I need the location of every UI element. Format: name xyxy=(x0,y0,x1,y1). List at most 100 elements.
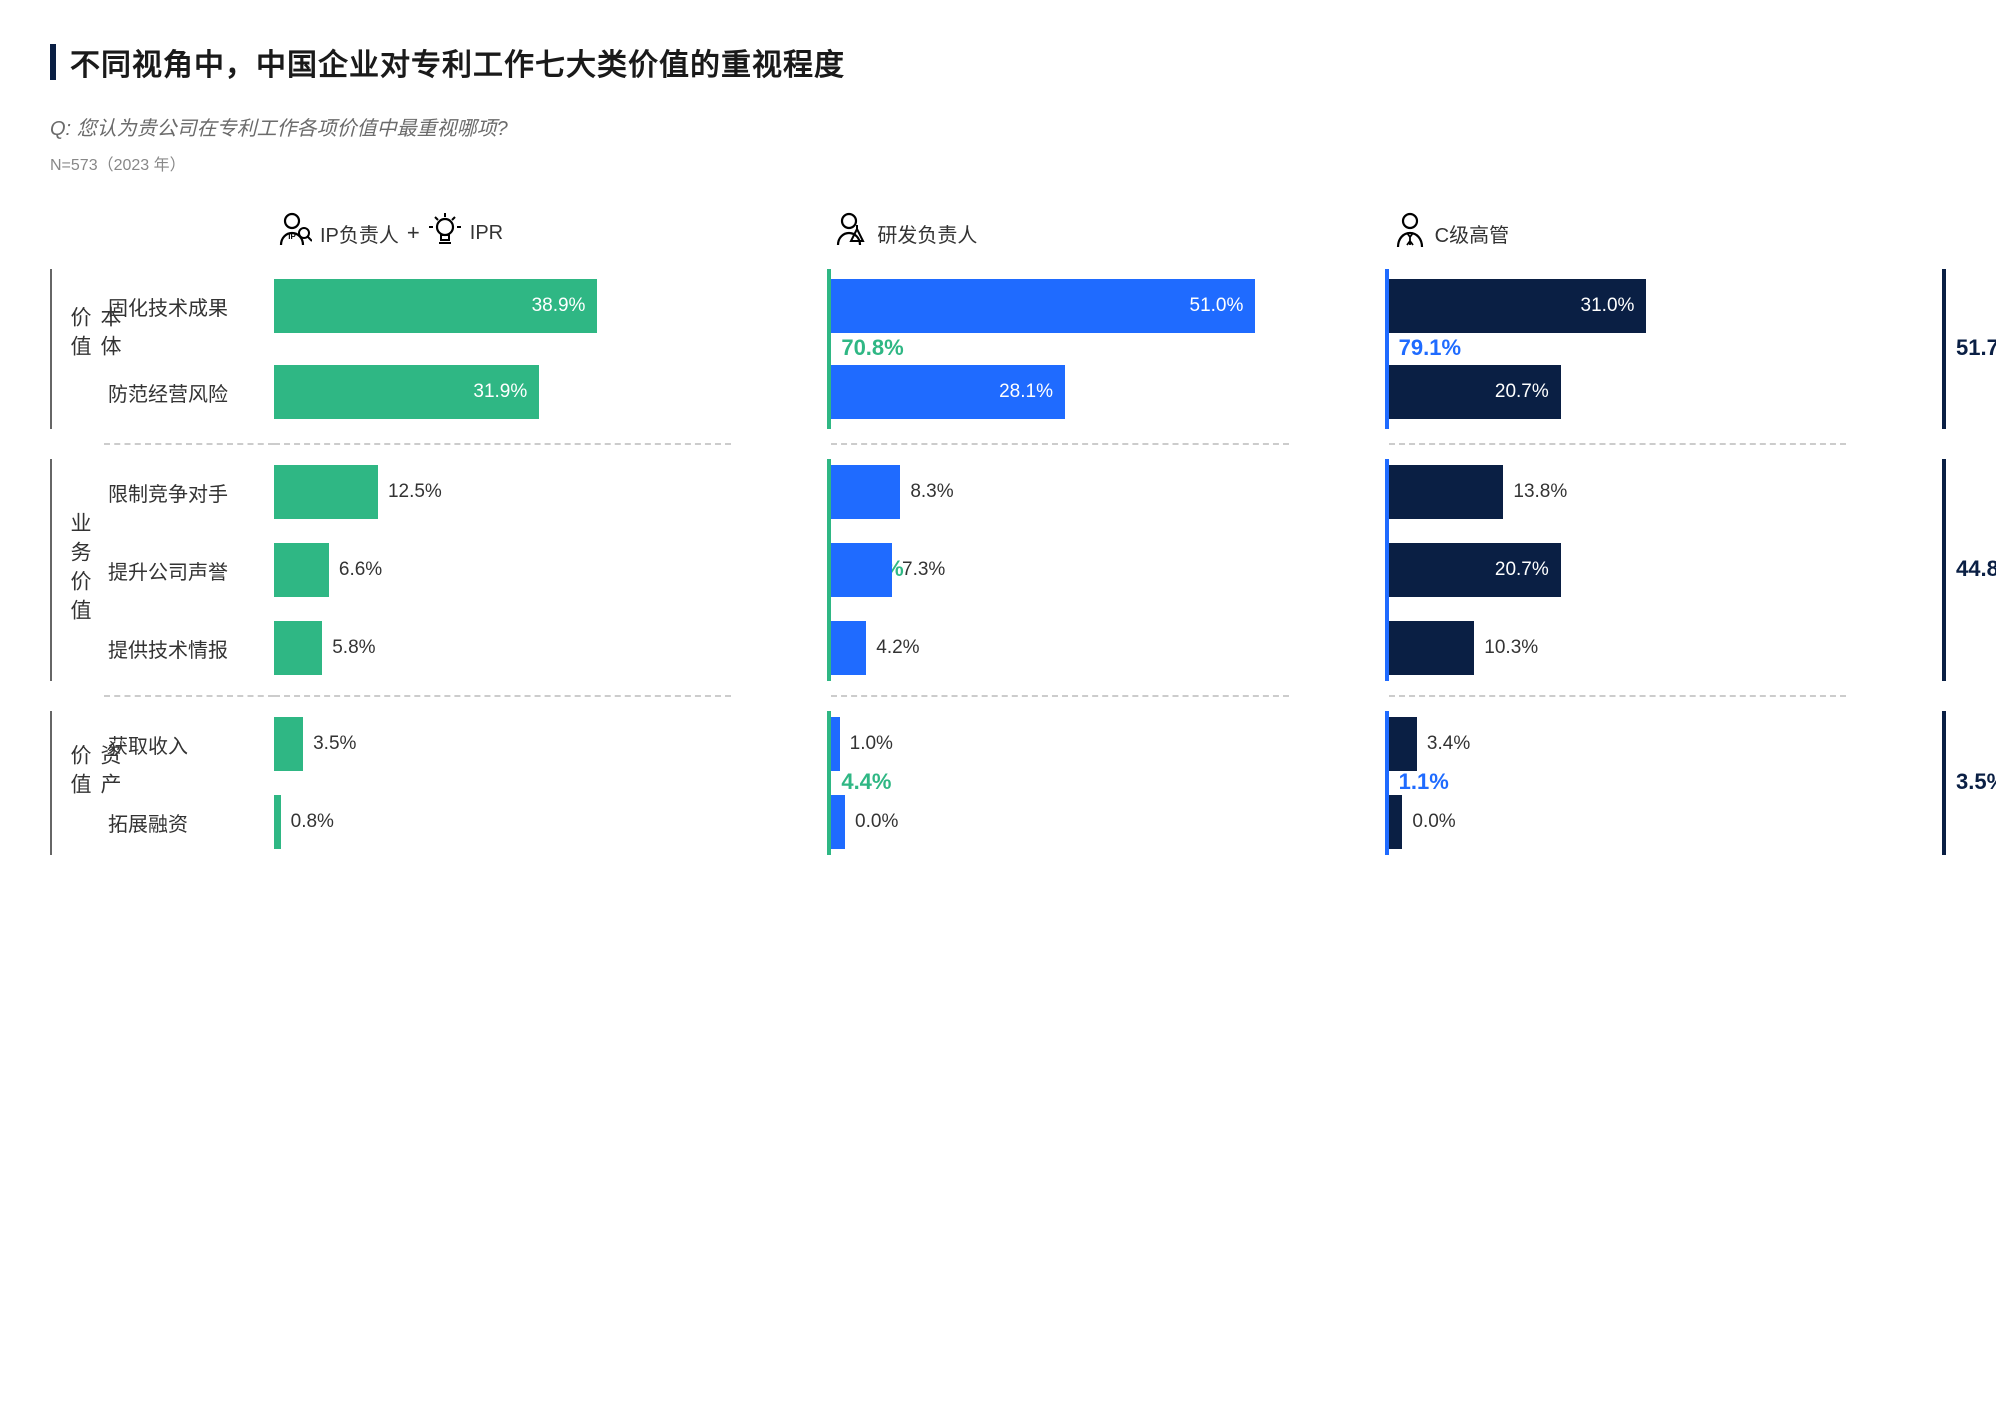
row-label-cell: 拓展融资 xyxy=(104,783,274,861)
group-border xyxy=(50,711,52,855)
bar-value: 6.6% xyxy=(339,559,382,581)
col-group-border xyxy=(1942,459,1946,681)
data-col: C级高管51.7%31.0%20.7%44.8%13.8%20.7%10.3%3… xyxy=(1389,203,1946,861)
bar-value: 12.5% xyxy=(388,481,442,503)
bar-wrap: 7.3% xyxy=(831,531,1288,609)
row-label-cell: 获取收入 xyxy=(104,705,274,783)
bar xyxy=(274,465,378,519)
bar-value: 0.0% xyxy=(1412,811,1455,833)
bar-wrap: 28.1% xyxy=(831,349,1288,435)
bar: 31.0% xyxy=(1389,279,1647,333)
row-label: 获取收入 xyxy=(104,730,188,759)
data-columns: IPIP负责人+IPR70.8%38.9%31.9%24.9%12.5%6.6%… xyxy=(274,203,1946,861)
bar-value: 5.8% xyxy=(332,637,375,659)
row-label-cell: 提升公司声誉 xyxy=(104,531,274,609)
group-border xyxy=(50,459,52,681)
bar: 28.1% xyxy=(831,365,1065,419)
row-label-cell: 固化技术成果 xyxy=(104,263,274,349)
bar-value: 4.2% xyxy=(876,637,919,659)
bar xyxy=(831,621,866,675)
bar xyxy=(1389,795,1403,849)
bar-row: 12.5% xyxy=(274,453,731,531)
bar-wrap: 1.0% xyxy=(831,705,1288,783)
bar-wrap: 6.6% xyxy=(274,531,731,609)
bar-wrap: 0.0% xyxy=(831,783,1288,861)
bar-row: 0.0% xyxy=(1389,783,1846,861)
bar-row: 31.9% xyxy=(274,349,731,435)
bar-value: 1.0% xyxy=(850,733,893,755)
bar-row: 6.6% xyxy=(274,531,731,609)
bar-value: 8.3% xyxy=(910,481,953,503)
row-label-cell: 限制竞争对手 xyxy=(104,453,274,531)
bar-wrap: 20.7% xyxy=(1389,531,1846,609)
row-label: 防范经营风险 xyxy=(104,378,228,407)
bar-row: 38.9% xyxy=(274,263,731,349)
bar-wrap: 20.7% xyxy=(1389,349,1846,435)
bar-row: 7.3% xyxy=(831,531,1288,609)
bar xyxy=(274,717,303,771)
row-label: 拓展融资 xyxy=(104,808,188,837)
bar-value: 3.4% xyxy=(1427,733,1470,755)
col-header-label: C级高管 xyxy=(1435,219,1509,248)
bar: 20.7% xyxy=(1389,543,1561,597)
bar xyxy=(831,717,839,771)
bar-wrap: 0.0% xyxy=(1389,783,1846,861)
col-header: 研发负责人 xyxy=(831,203,1288,263)
col-group-border xyxy=(1942,269,1946,429)
row-labels-col: 固化技术成果防范经营风险限制竞争对手提升公司声誉提供技术情报获取收入拓展融资 xyxy=(104,203,274,861)
bar xyxy=(831,795,845,849)
row-label: 提升公司声誉 xyxy=(104,556,228,585)
bar: 38.9% xyxy=(274,279,597,333)
group-label-block: 资产价值 xyxy=(50,705,104,861)
bar-row: 13.8% xyxy=(1389,453,1846,531)
bar-wrap: 31.0% xyxy=(1389,263,1846,349)
bar-wrap: 3.4% xyxy=(1389,705,1846,783)
bar-value: 7.3% xyxy=(902,559,945,581)
bar xyxy=(274,621,322,675)
row-label: 固化技术成果 xyxy=(104,292,228,321)
col-header-label: 研发负责人 xyxy=(877,219,977,248)
bar-wrap: 10.3% xyxy=(1389,609,1846,687)
sample-size-label: N=573（2023 年） xyxy=(50,151,1946,175)
bar-wrap: 4.2% xyxy=(831,609,1288,687)
bulb-icon xyxy=(428,211,462,255)
bar xyxy=(274,795,281,849)
group-labels-col: 本体价值 业务价值 资产价值 xyxy=(50,203,104,861)
bar-row: 3.5% xyxy=(274,705,731,783)
bar-row: 1.0% xyxy=(831,705,1288,783)
bar-row: 4.2% xyxy=(831,609,1288,687)
bar-row: 28.1% xyxy=(831,349,1288,435)
svg-text:IP: IP xyxy=(288,232,296,241)
bar-wrap: 5.8% xyxy=(274,609,731,687)
bar-row: 20.7% xyxy=(1389,531,1846,609)
bar xyxy=(1389,465,1504,519)
bar-row: 20.7% xyxy=(1389,349,1846,435)
bar xyxy=(274,543,329,597)
bar: 31.9% xyxy=(274,365,539,419)
col-header: C级高管 xyxy=(1389,203,1846,263)
person-ip-icon: IP xyxy=(278,211,312,255)
chart-subtitle: Q: 您认为贵公司在专利工作各项价值中最重视哪项? xyxy=(50,112,1946,141)
bar xyxy=(1389,717,1417,771)
bar-row: 3.4% xyxy=(1389,705,1846,783)
bar-value: 0.0% xyxy=(855,811,898,833)
bar-row: 0.0% xyxy=(831,783,1288,861)
title-wrap: 不同视角中，中国企业对专利工作七大类价值的重视程度 xyxy=(50,40,1946,84)
bar-wrap: 8.3% xyxy=(831,453,1288,531)
bar-row: 5.8% xyxy=(274,609,731,687)
group-total-label: 51.7% xyxy=(1956,335,1996,361)
bar xyxy=(831,543,892,597)
bar-row: 8.3% xyxy=(831,453,1288,531)
col-header-label2: IPR xyxy=(470,222,503,245)
bar-row: 31.0% xyxy=(1389,263,1846,349)
bar-row: 10.3% xyxy=(1389,609,1846,687)
bar-value: 0.8% xyxy=(291,811,334,833)
group-border xyxy=(50,269,52,429)
bar-value: 13.8% xyxy=(1513,481,1567,503)
bar: 51.0% xyxy=(831,279,1255,333)
row-label: 提供技术情报 xyxy=(104,634,228,663)
bar-wrap: 51.0% xyxy=(831,263,1288,349)
bar-wrap: 12.5% xyxy=(274,453,731,531)
group-label-block: 业务价值 xyxy=(50,453,104,687)
group-title: 业务价值 xyxy=(64,512,94,628)
